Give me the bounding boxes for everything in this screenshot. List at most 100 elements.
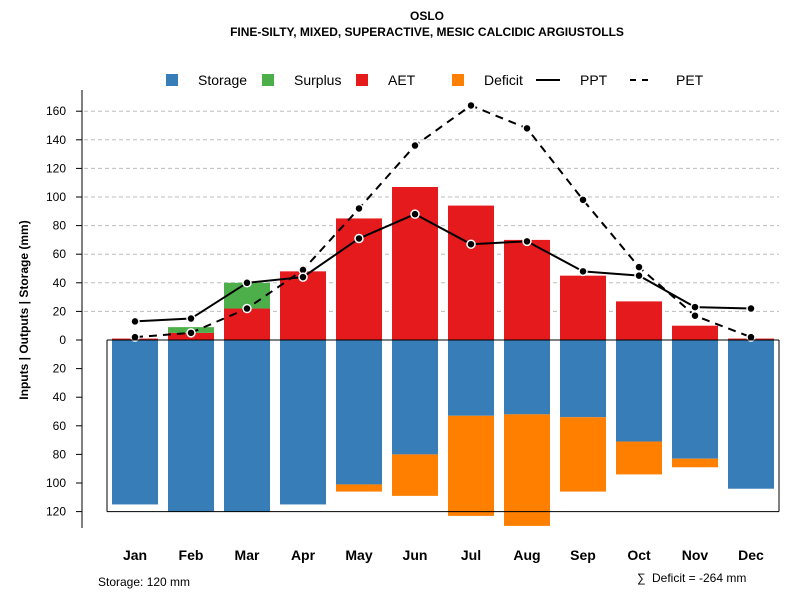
storage-bar — [112, 340, 158, 505]
pet-point — [242, 303, 252, 314]
deficit-footnote: Deficit = -264 mm — [652, 571, 746, 585]
y-tick-label: 100 — [46, 476, 66, 490]
legend-swatch — [452, 74, 464, 86]
legend: Storage Surplus AET Deficit PPT PET — [166, 72, 704, 88]
y-tick-label: 0 — [59, 333, 66, 347]
storage-bar — [336, 340, 382, 485]
y-tick-label: 100 — [46, 190, 66, 204]
legend-label: Storage — [198, 72, 247, 88]
ppt-point — [690, 302, 700, 312]
y-tick-label: 160 — [46, 104, 66, 118]
y-tick-label: 80 — [53, 447, 67, 461]
axes: 160 140 120 100 80 60 40 20 0 20 40 60 80 100 120 Jan Fe… — [46, 90, 780, 563]
storage-bar — [224, 340, 270, 512]
month-label: Apr — [291, 547, 316, 563]
aet-bar — [616, 301, 662, 340]
pet-point — [186, 328, 196, 338]
y-tick-label: 20 — [53, 362, 67, 376]
pet-point — [466, 100, 476, 111]
month-label: Jul — [461, 547, 481, 563]
storage-bar — [168, 340, 214, 512]
deficit-bar — [560, 417, 606, 492]
storage-footnote: Storage: 120 mm — [98, 575, 190, 589]
y-tick-label: 60 — [53, 419, 67, 433]
legend-label: Surplus — [294, 72, 341, 88]
pet-point — [522, 123, 532, 134]
ppt-point — [130, 316, 140, 327]
legend-label: Deficit — [484, 72, 523, 88]
ppt-point — [410, 209, 420, 219]
chart-subtitle: FINE-SILTY, MIXED, SUPERACTIVE, MESIC CA… — [230, 25, 624, 39]
aet-bar — [672, 325, 718, 340]
ppt-point — [634, 270, 644, 281]
y-tick-label: 40 — [53, 276, 67, 290]
storage-bar — [280, 340, 326, 505]
ppt-point — [186, 313, 196, 324]
pet-point — [578, 195, 588, 205]
gridlines — [84, 110, 779, 312]
ppt-point — [354, 233, 364, 244]
storage-bar — [728, 340, 774, 489]
storage-bar — [616, 340, 662, 442]
pet-point — [410, 140, 420, 151]
y-tick-label: 140 — [46, 133, 66, 147]
ppt-point — [522, 236, 532, 247]
ppt-line — [134, 213, 752, 323]
month-label: Dec — [738, 547, 764, 563]
ppt-point — [298, 272, 308, 282]
y-tick-label: 20 — [53, 304, 67, 318]
sum-symbol: ∑ — [637, 571, 646, 585]
pet-point — [746, 332, 756, 342]
pet-line — [134, 104, 752, 339]
storage-bar — [672, 340, 718, 459]
deficit-bar — [448, 415, 494, 516]
legend-swatch — [166, 74, 178, 86]
month-label: Jan — [123, 547, 147, 563]
ppt-point — [746, 303, 756, 314]
month-label: Aug — [513, 547, 540, 563]
storage-bar — [448, 340, 494, 416]
deficit-bar — [392, 454, 438, 496]
deficit-bar — [672, 458, 718, 468]
y-tick-label: 40 — [53, 390, 67, 404]
month-label: Sep — [570, 547, 596, 563]
month-label: Mar — [235, 547, 260, 563]
pet-point — [130, 332, 140, 342]
pet-point — [634, 262, 644, 272]
y-tick-label: 120 — [46, 161, 66, 175]
y-tick-label: 60 — [53, 247, 67, 261]
legend-label: PET — [676, 72, 704, 88]
y-tick-label: 120 — [46, 505, 66, 519]
aet-bar — [448, 205, 494, 340]
month-label: Oct — [627, 547, 651, 563]
deficit-bar — [616, 441, 662, 475]
legend-label: AET — [388, 72, 416, 88]
y-tick-label: 80 — [53, 219, 67, 233]
ppt-point — [242, 278, 252, 288]
aet-bar — [280, 271, 326, 340]
month-label: May — [345, 547, 372, 563]
storage-bar — [504, 340, 550, 415]
aet-bar — [560, 275, 606, 340]
month-label: Jun — [403, 547, 428, 563]
storage-bar — [392, 340, 438, 455]
pet-point — [690, 310, 700, 321]
month-label: Feb — [179, 547, 204, 563]
deficit-bar — [504, 414, 550, 526]
y-axis-label: Inputs | Outputs | Storage (mm) — [17, 220, 31, 399]
lines — [130, 100, 756, 342]
legend-label: PPT — [580, 72, 608, 88]
aet-bar — [504, 239, 550, 340]
ppt-point — [578, 266, 588, 277]
deficit-bar — [336, 484, 382, 492]
ppt-point — [466, 239, 476, 249]
legend-swatch — [262, 74, 274, 86]
pet-point — [354, 203, 364, 214]
month-label: Nov — [682, 547, 709, 563]
legend-swatch — [356, 74, 368, 86]
storage-bar — [560, 340, 606, 418]
chart-title: OSLO — [410, 9, 444, 23]
bars — [112, 186, 774, 526]
aet-bar — [224, 308, 270, 340]
